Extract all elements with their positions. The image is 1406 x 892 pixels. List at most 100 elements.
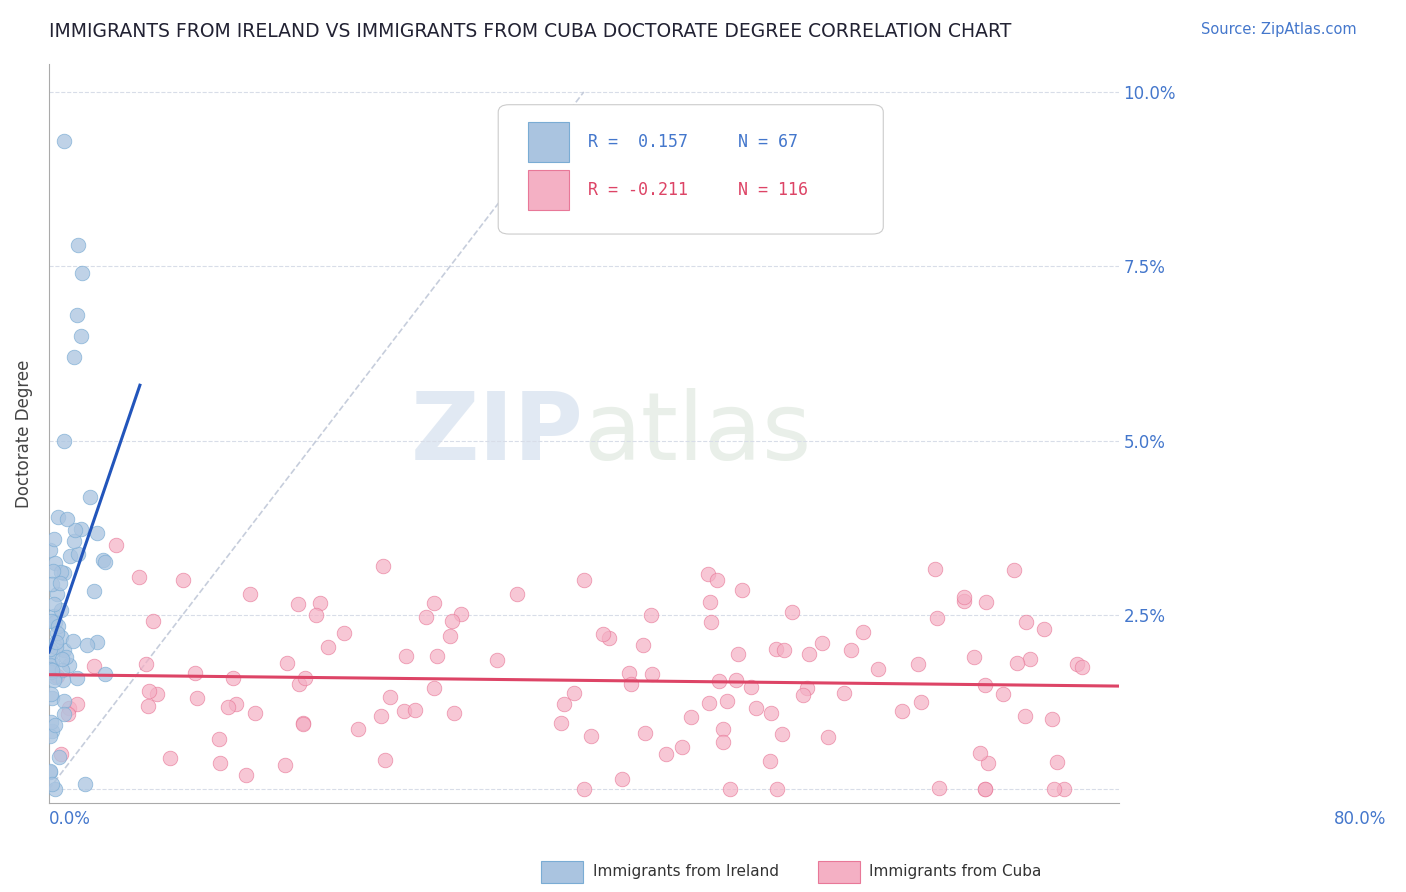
Point xyxy=(274,757,297,772)
Point xyxy=(907,657,929,671)
Point xyxy=(42,614,65,628)
Point xyxy=(45,587,67,601)
Point xyxy=(138,684,160,698)
Point xyxy=(740,680,762,694)
Point xyxy=(443,706,465,720)
Point xyxy=(52,134,75,148)
Point xyxy=(976,595,998,609)
Point xyxy=(890,704,912,718)
FancyBboxPatch shape xyxy=(498,104,883,234)
Point xyxy=(243,706,266,721)
Point xyxy=(208,756,231,771)
Point xyxy=(450,607,472,621)
Point xyxy=(374,753,396,767)
Point xyxy=(797,647,820,661)
Point xyxy=(41,687,63,701)
Point xyxy=(276,656,298,670)
Point xyxy=(378,690,401,705)
Point xyxy=(42,532,65,546)
Point xyxy=(641,667,664,681)
Point xyxy=(439,629,461,643)
Point xyxy=(128,570,150,584)
Point xyxy=(699,615,721,629)
Point xyxy=(792,688,814,702)
Point xyxy=(394,704,416,718)
Text: R =  0.157: R = 0.157 xyxy=(588,133,688,151)
Point xyxy=(706,573,728,587)
Point xyxy=(39,662,62,676)
Point xyxy=(759,754,782,768)
Point xyxy=(1019,652,1042,666)
Point xyxy=(42,673,65,687)
Point xyxy=(217,700,239,714)
Point xyxy=(142,614,165,628)
Point xyxy=(63,350,86,364)
Point xyxy=(41,657,63,671)
Point xyxy=(852,625,875,640)
Point xyxy=(796,681,818,695)
Point xyxy=(718,782,741,797)
Point xyxy=(49,630,72,644)
Point xyxy=(868,662,890,676)
Point xyxy=(811,636,834,650)
Point xyxy=(1015,615,1038,629)
Point xyxy=(49,603,72,617)
Point xyxy=(1066,657,1088,671)
Point xyxy=(925,611,948,625)
Point xyxy=(832,686,855,700)
Point xyxy=(681,710,703,724)
Point xyxy=(65,523,87,537)
Point xyxy=(716,693,738,707)
Point xyxy=(146,687,169,701)
Point xyxy=(225,698,247,712)
Point xyxy=(58,701,80,715)
Point xyxy=(426,648,449,663)
Point xyxy=(45,640,67,655)
Point xyxy=(1070,660,1092,674)
Text: N = 116: N = 116 xyxy=(738,181,808,199)
Point xyxy=(86,525,108,540)
Point xyxy=(395,649,418,664)
Point xyxy=(953,591,976,605)
Point xyxy=(1007,656,1029,670)
Point xyxy=(993,687,1015,701)
Point xyxy=(39,641,62,656)
Point xyxy=(910,695,932,709)
Point xyxy=(62,634,84,648)
Point xyxy=(574,782,596,797)
Point xyxy=(1046,755,1069,769)
Point xyxy=(305,607,328,622)
Point xyxy=(782,606,804,620)
Point xyxy=(39,764,62,778)
Point xyxy=(486,653,509,667)
Point xyxy=(839,642,862,657)
Point xyxy=(579,729,602,743)
Point xyxy=(620,677,643,691)
Point xyxy=(292,717,315,731)
Point xyxy=(135,657,157,672)
Point xyxy=(977,756,1000,770)
Point xyxy=(1043,782,1066,797)
Point xyxy=(83,584,105,599)
Point xyxy=(1053,782,1076,797)
Point xyxy=(1014,709,1036,723)
Point xyxy=(66,548,89,562)
Point xyxy=(70,523,93,537)
Point xyxy=(45,626,67,640)
Point xyxy=(67,238,90,252)
Point xyxy=(83,659,105,673)
Point xyxy=(553,697,575,711)
Point xyxy=(699,594,721,608)
Point xyxy=(765,782,787,797)
Point xyxy=(724,673,747,687)
Point xyxy=(773,642,796,657)
Point xyxy=(294,671,316,685)
Point xyxy=(347,722,370,736)
Point xyxy=(46,510,69,524)
Point xyxy=(66,697,89,711)
Point xyxy=(41,724,63,739)
Point xyxy=(94,666,117,681)
Point xyxy=(506,587,529,601)
Point xyxy=(761,706,783,720)
Point xyxy=(332,626,354,640)
